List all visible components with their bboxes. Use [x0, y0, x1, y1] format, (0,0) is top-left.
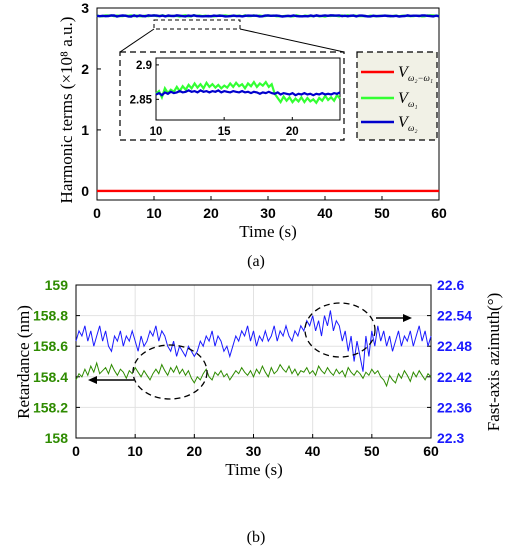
b-left-tick-label: 158.2 [33, 399, 68, 415]
a-x-tick-label: 40 [317, 205, 333, 221]
b-right-tick-label: 22.48 [437, 338, 472, 354]
inset-series [155, 80, 341, 105]
left-axis-arrowhead [88, 376, 97, 384]
a-x-tick-label: 30 [260, 205, 276, 221]
a-x-tick-label: 60 [431, 205, 447, 221]
a-series-line [96, 14, 440, 18]
a-y-tick-label: 1 [81, 122, 89, 138]
b-right-tick-label: 22.6 [437, 277, 464, 293]
legend-sub-v1: ω₁ [408, 99, 417, 109]
panel-b-x-ticks: 0 10 20 30 40 50 60 [72, 434, 439, 459]
b-x-tick-label: 20 [187, 443, 203, 459]
panel-a-x-ticks: 0 10 20 30 40 50 60 [93, 196, 447, 221]
a-y-tick-label: 3 [81, 0, 89, 16]
inset-x-tick-label: 15 [218, 126, 231, 138]
b-x-tick-label: 40 [305, 443, 321, 459]
a-x-tick-label: 20 [203, 205, 219, 221]
a-y-tick-label: 2 [81, 61, 89, 77]
zoom-connector-left [119, 28, 155, 53]
panel-b-right-y-axis-label: Fast-axis azimuth(°) [484, 293, 503, 432]
panel-a-y-axis-label: Harmonic terms (×10⁸ a.u.) [57, 17, 76, 204]
panel-a-y-ticks: 0 1 2 3 [81, 0, 101, 199]
inset-chart: 10 15 20 2.9 2.85 [119, 51, 345, 141]
right-axis-arrowhead [403, 314, 412, 322]
b-left-tick-label: 158.8 [33, 308, 68, 324]
green-series-highlight-ellipse [132, 344, 208, 400]
b-right-tick-label: 22.36 [437, 399, 472, 415]
b-series-line [75, 310, 432, 372]
panel-a: 0 10 20 30 40 50 60 0 1 2 3 10 15 20 2.9 2.85 V ω₂−ω₁… [57, 0, 447, 270]
panel-b-grid [75, 284, 432, 439]
b-x-tick-label: 50 [364, 443, 380, 459]
panel-b-series [75, 310, 432, 388]
b-x-tick-label: 30 [246, 443, 262, 459]
panel-a-series [96, 14, 440, 193]
panel-b-left-y-axis-label: Retardance (nm) [14, 305, 33, 419]
panel-b-label: (b) [247, 529, 266, 546]
inset-plot-frame [155, 57, 341, 121]
b-x-tick-label: 60 [423, 443, 439, 459]
b-left-tick-label: 158.4 [33, 369, 68, 385]
b-left-tick-label: 158.6 [33, 338, 68, 354]
b-x-tick-label: 0 [72, 443, 80, 459]
panel-a-x-axis-label: Time (s) [239, 222, 296, 241]
panel-b-left-y-ticks: 158 158.2 158.4 158.6 158.8 159 [33, 277, 80, 446]
b-series-line [75, 361, 432, 388]
inset-series-line [155, 80, 341, 105]
b-right-tick-label: 22.54 [437, 308, 472, 324]
legend-sub-v2: ω₂ [408, 123, 417, 133]
b-left-tick-label: 158 [45, 430, 69, 446]
panel-a-label: (a) [247, 253, 265, 270]
zoom-connector-right [239, 28, 345, 53]
legend-label-v2: V [398, 114, 410, 131]
legend-label-v1: V [398, 90, 410, 107]
zoom-region-box [153, 19, 241, 30]
b-x-tick-label: 10 [127, 443, 143, 459]
legend: V ω₂−ω₁ V ω₁ V ω₂ [356, 51, 438, 141]
blue-series-highlight-ellipse [304, 302, 376, 358]
inset-y-tick-label: 2.9 [136, 60, 152, 72]
panel-b-x-axis-label: Time (s) [225, 460, 282, 479]
a-y-tick-label: 0 [81, 183, 89, 199]
legend-sub-v21: ω₂−ω₁ [408, 73, 433, 83]
b-right-tick-label: 22.3 [437, 430, 464, 446]
b-left-tick-label: 159 [45, 277, 69, 293]
a-x-tick-label: 50 [374, 205, 390, 221]
inset-series-line [155, 89, 341, 97]
b-right-tick-label: 22.42 [437, 369, 472, 385]
inset-x-tick-label: 10 [150, 126, 163, 138]
panel-b: 0 10 20 30 40 50 60 158 158.2 158.4 158.6 158.8 159… [14, 277, 503, 546]
legend-label-v21: V [398, 64, 410, 81]
inset-x-tick-label: 20 [286, 126, 299, 138]
inset-y-tick-label: 2.85 [130, 94, 153, 106]
legend-box [356, 51, 438, 141]
inset-ticks: 10 15 20 2.9 2.85 [130, 60, 299, 138]
a-x-tick-label: 0 [93, 205, 101, 221]
a-x-tick-label: 10 [146, 205, 162, 221]
panel-b-right-y-ticks: 22.3 22.36 22.42 22.48 22.54 22.6 [427, 277, 472, 446]
